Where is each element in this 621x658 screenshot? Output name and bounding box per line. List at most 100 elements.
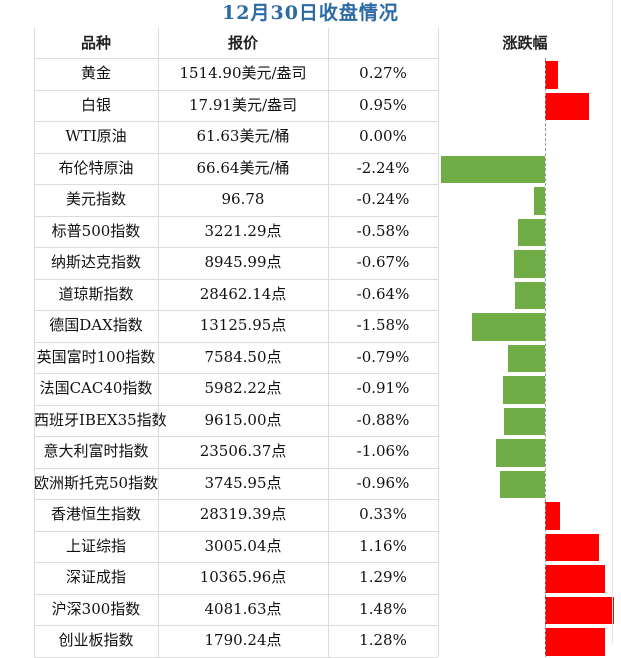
bar-loss — [504, 407, 545, 435]
instrument-price: 28462.14点 — [199, 284, 287, 303]
row-divider — [34, 436, 438, 437]
change-percent: -0.79% — [356, 347, 410, 366]
bar-loss — [495, 439, 545, 467]
row-divider — [34, 278, 438, 280]
change-percent: -0.91% — [356, 379, 410, 397]
table-row: 黄金 1514.90美元/盎司 0.27% — [0, 58, 621, 90]
table-row: 德国DAX指数 13125.95点 -1.58% — [0, 310, 621, 342]
table-row: 美元指数 96.78 -0.24% — [0, 184, 621, 216]
bar-loss — [533, 187, 545, 215]
instrument-price: 61.63美元/桶 — [196, 127, 290, 145]
table-row: 白银 17.91美元/盎司 0.95% — [0, 90, 621, 122]
instrument-price: 7584.50点 — [204, 347, 282, 366]
bar-gain — [545, 61, 558, 89]
change-percent: -1.58% — [356, 316, 410, 334]
bar-loss — [518, 218, 545, 246]
table-row: 标普500指数 3221.29点 -0.58% — [0, 216, 621, 248]
table-row: 沪深300指数 4081.63点 1.48% — [0, 594, 621, 626]
instrument-name: 创业板指数 — [58, 631, 134, 649]
table-row: 上证综指 3005.04点 1.16% — [0, 531, 621, 563]
bar-loss — [502, 376, 545, 404]
change-percent: -0.58% — [356, 221, 410, 240]
instrument-name: 标普500指数 — [51, 221, 141, 240]
row-divider — [34, 593, 438, 595]
change-percent: -0.88% — [356, 410, 410, 429]
table-row: 创业板指数 1790.24点 1.28% — [0, 625, 621, 657]
table-header: 品种 报价 涨跌幅 — [0, 28, 621, 58]
change-percent: -0.24% — [356, 190, 410, 208]
change-percent: -2.24% — [356, 158, 410, 177]
instrument-name: 黄金 — [80, 64, 111, 82]
instrument-name: 布伦特原油 — [58, 158, 134, 177]
instrument-name: 纳斯达克指数 — [50, 253, 141, 271]
instrument-price: 66.64美元/桶 — [196, 158, 290, 177]
row-divider — [34, 625, 438, 626]
change-percent: -0.96% — [356, 473, 410, 492]
instrument-price: 9615.00点 — [204, 410, 282, 429]
instrument-price: 10365.96点 — [199, 568, 287, 586]
row-divider — [34, 499, 438, 500]
instrument-name: 白银 — [80, 95, 111, 114]
change-percent: 1.16% — [359, 536, 407, 555]
instrument-name: 深证成指 — [65, 568, 126, 586]
bar-loss — [515, 281, 545, 309]
instrument-price: 8945.99点 — [204, 253, 282, 271]
table-row: WTI原油 61.63美元/桶 0.00% — [0, 121, 621, 153]
row-divider — [34, 121, 438, 122]
instrument-name: 美元指数 — [65, 190, 126, 208]
change-percent: -1.06% — [356, 442, 410, 460]
row-divider — [34, 341, 438, 343]
table-row: 欧洲斯托克50指数 3745.95点 -0.96% — [0, 468, 621, 500]
instrument-name: 沪深300指数 — [51, 599, 141, 618]
change-percent: 0.27% — [359, 64, 407, 82]
instrument-name: 欧洲斯托克50指数 — [34, 473, 159, 492]
change-percent: -0.67% — [356, 253, 410, 271]
instrument-price: 5982.22点 — [204, 379, 282, 397]
table-row: 香港恒生指数 28319.39点 0.33% — [0, 499, 621, 531]
zero-axis — [545, 58, 546, 657]
right-border — [612, 0, 613, 644]
header-name: 品种 — [80, 34, 111, 52]
instrument-price: 1514.90美元/盎司 — [179, 64, 307, 82]
instrument-price: 28319.39点 — [199, 505, 287, 523]
table-row: 纳斯达克指数 8945.99点 -0.67% — [0, 247, 621, 279]
instrument-name: 西班牙IBEX35指数 — [34, 410, 167, 429]
bar-gain — [545, 533, 599, 561]
table-row: 深证成指 10365.96点 1.29% — [0, 562, 621, 594]
bar-loss — [508, 344, 545, 372]
column-divider — [438, 28, 439, 657]
bar-gain — [545, 596, 614, 624]
instrument-price: 13125.95点 — [199, 316, 287, 334]
row-divider — [34, 530, 438, 532]
instrument-name: 香港恒生指数 — [50, 505, 141, 523]
table-row: 法国CAC40指数 5982.22点 -0.91% — [0, 373, 621, 405]
bar-gain — [545, 92, 590, 120]
change-percent: 1.48% — [359, 599, 407, 618]
instrument-price: 3005.04点 — [204, 536, 282, 555]
change-percent: 1.28% — [359, 631, 407, 649]
header-price: 报价 — [227, 34, 258, 52]
change-percent: 0.95% — [359, 95, 407, 114]
instrument-name: 法国CAC40指数 — [39, 379, 153, 397]
row-divider — [34, 562, 438, 563]
row-divider — [34, 184, 438, 185]
instrument-name: 上证综指 — [65, 536, 126, 555]
bar-gain — [545, 565, 605, 593]
row-divider — [34, 152, 438, 154]
change-percent: 1.29% — [359, 568, 407, 586]
table-row: 意大利富时指数 23506.37点 -1.06% — [0, 436, 621, 468]
instrument-price: 3221.29点 — [204, 221, 282, 240]
row-divider — [34, 310, 438, 311]
bar-gain — [545, 628, 605, 656]
row-divider — [34, 373, 438, 374]
instrument-price: 23506.37点 — [199, 442, 287, 460]
change-percent: 0.00% — [359, 127, 407, 145]
instrument-name: 德国DAX指数 — [49, 316, 143, 334]
table-row: 道琼斯指数 28462.14点 -0.64% — [0, 279, 621, 311]
header-change: 涨跌幅 — [502, 34, 548, 52]
row-divider — [34, 404, 438, 406]
instrument-price: 96.78 — [221, 190, 265, 208]
row-divider — [34, 656, 438, 658]
instrument-price: 1790.24点 — [204, 631, 282, 649]
bar-loss — [500, 470, 545, 498]
